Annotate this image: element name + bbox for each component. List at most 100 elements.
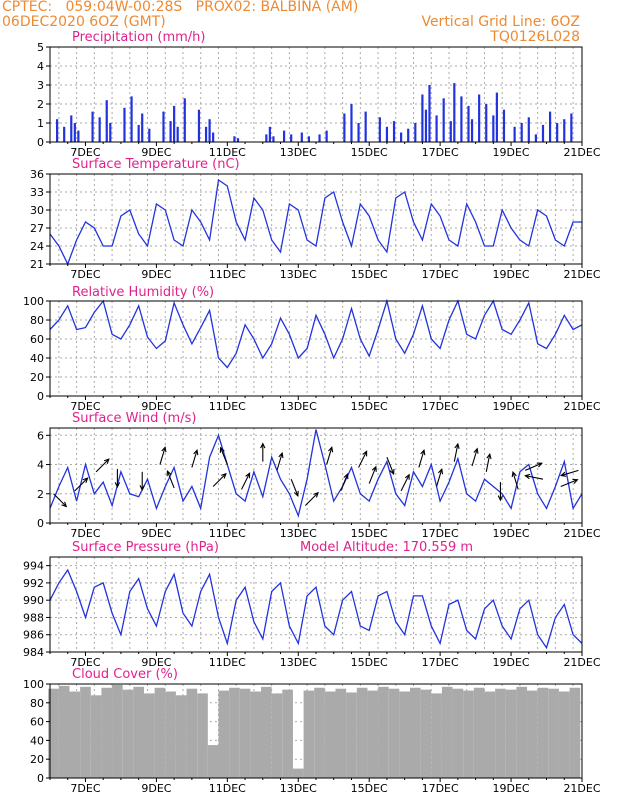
- wind-arrow: [191, 450, 198, 468]
- panel-title: Relative Humidity (%): [72, 285, 214, 300]
- wind-arrow-head: [193, 449, 199, 456]
- bar: [80, 686, 91, 778]
- bar: [77, 130, 80, 142]
- x-tick-label: 19DEC: [493, 782, 530, 795]
- x-tick-label: 17DEC: [422, 782, 459, 795]
- x-tick-label: 7DEC: [70, 656, 100, 669]
- bar: [335, 688, 347, 778]
- wind-arrow: [212, 473, 227, 487]
- x-tick-label: 7DEC: [70, 527, 100, 540]
- wind-arrow-head: [82, 477, 89, 484]
- bar: [239, 688, 251, 778]
- y-tick-label: 6: [37, 429, 44, 442]
- bar: [282, 689, 293, 778]
- bar: [229, 687, 240, 778]
- wind-arrow-head: [278, 451, 284, 459]
- wind-arrow-head: [437, 468, 444, 475]
- bar: [69, 691, 81, 778]
- bar: [324, 691, 336, 778]
- x-tick-label: 21DEC: [563, 268, 600, 281]
- bar: [492, 115, 495, 142]
- bar: [212, 132, 215, 142]
- wind-arrow: [326, 447, 333, 465]
- y-tick-label: 992: [23, 577, 44, 590]
- bar: [109, 123, 112, 142]
- wind-arrow: [358, 451, 368, 468]
- bar: [137, 124, 140, 142]
- bar: [208, 119, 211, 142]
- wind-arrow-head: [219, 446, 225, 453]
- bar: [318, 134, 321, 142]
- wind-arrow: [525, 462, 543, 471]
- header-run-code: TQ0126L028: [490, 29, 580, 45]
- wind-arrow: [220, 447, 228, 465]
- series-line: [49, 178, 582, 266]
- x-tick-label: 17DEC: [422, 268, 459, 281]
- x-tick-label: 13DEC: [280, 527, 317, 540]
- bar: [250, 691, 262, 778]
- wind-arrow-head: [220, 472, 227, 479]
- x-tick-label: 11DEC: [209, 268, 246, 281]
- bar: [165, 691, 176, 778]
- wind-arrow: [418, 450, 425, 468]
- bar: [130, 96, 133, 142]
- bar: [470, 119, 474, 142]
- bar: [169, 121, 172, 142]
- bar: [271, 693, 283, 778]
- wind-arrow: [386, 457, 395, 475]
- y-tick-label: 2: [37, 488, 44, 501]
- bar: [414, 123, 417, 142]
- wind-arrow: [561, 469, 579, 477]
- bar: [207, 745, 219, 778]
- y-tick-label: 36: [30, 168, 44, 181]
- y-tick-label: 0: [37, 136, 44, 149]
- bar: [143, 693, 155, 778]
- bar: [48, 688, 59, 778]
- y-tick-label: 100: [23, 295, 44, 308]
- x-tick-label: 9DEC: [141, 400, 171, 413]
- x-tick-label: 17DEC: [422, 656, 459, 669]
- y-tick-label: 27: [30, 222, 44, 235]
- bar: [265, 134, 268, 142]
- bar: [307, 136, 311, 142]
- y-tick-label: 2: [37, 98, 44, 111]
- panel-annotation: Model Altitude: 170.559 m: [300, 540, 473, 555]
- bar: [300, 132, 303, 142]
- x-tick-label: 11DEC: [209, 527, 246, 540]
- wind-arrow-head: [486, 452, 492, 460]
- bar: [73, 123, 76, 142]
- wind-arrow-head: [404, 473, 410, 480]
- wind-arrow: [400, 474, 410, 492]
- bar: [197, 109, 201, 142]
- wind-arrow-head: [362, 450, 368, 457]
- bar: [399, 691, 410, 778]
- wind-arrow: [436, 469, 443, 487]
- bar: [112, 684, 123, 778]
- bar: [428, 85, 431, 142]
- bar: [520, 123, 523, 142]
- wind-arrow-head: [245, 472, 251, 479]
- wind-arrow-head: [473, 447, 479, 454]
- x-tick-label: 21DEC: [563, 782, 600, 795]
- bar: [325, 130, 328, 142]
- wind-arrow-head: [343, 472, 349, 480]
- wind-arrow: [340, 473, 349, 492]
- wind-arrow: [95, 458, 110, 473]
- wind-arrow-head: [560, 471, 567, 477]
- x-tick-label: 15DEC: [351, 400, 388, 413]
- wind-arrow: [53, 493, 67, 507]
- bar: [173, 105, 176, 142]
- x-tick-label: 13DEC: [280, 656, 317, 669]
- panel-1: Surface Temperature (nC) 21 24 27 30 33 36 7DEC…: [30, 157, 601, 281]
- x-tick-label: 15DEC: [351, 782, 388, 795]
- panel-title: Surface Pressure (hPa): [72, 540, 219, 555]
- wind-arrow: [525, 475, 544, 480]
- y-tick-label: 988: [23, 611, 44, 624]
- x-tick-label: 17DEC: [422, 527, 459, 540]
- bar: [409, 687, 421, 778]
- bar: [407, 128, 410, 142]
- y-tick-label: 20: [30, 753, 44, 766]
- bar: [204, 126, 208, 142]
- x-tick-label: 13DEC: [280, 146, 317, 159]
- wind-arrow-head: [572, 478, 579, 484]
